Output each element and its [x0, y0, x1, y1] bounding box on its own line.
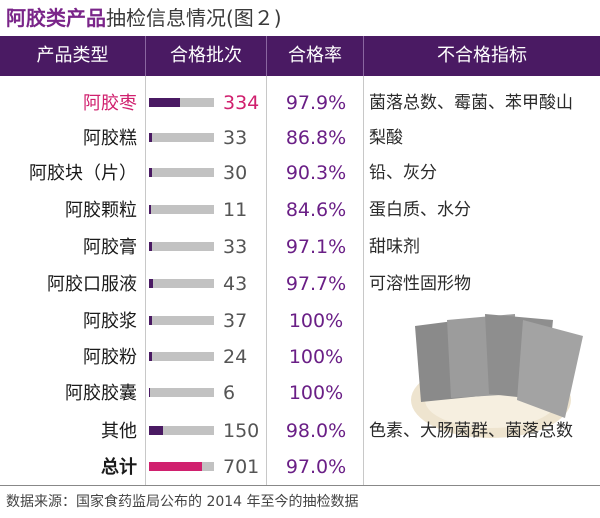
table-row: 阿胶粉 24 100% — [0, 340, 600, 375]
product-type-cell: 阿胶块（片） — [29, 163, 137, 184]
batch-bar — [149, 462, 214, 471]
batch-bar — [149, 133, 214, 142]
batch-bar-fill — [149, 205, 151, 214]
batch-count-cell: 30 — [223, 162, 248, 184]
table-row: 阿胶枣 334 97.9% 菌落总数、霉菌、苯甲酸山 — [0, 86, 600, 121]
header-divider — [363, 36, 364, 76]
batch-bar — [149, 388, 214, 397]
fail-indicator-cell: 梨酸 — [369, 128, 403, 148]
table-row: 阿胶块（片） 30 90.3% 铅、灰分 — [0, 156, 600, 191]
product-type-cell: 阿胶糕 — [83, 128, 137, 149]
table-row: 阿胶糕 33 86.8% 梨酸 — [0, 121, 600, 156]
header-pass-rate: 合格率 — [288, 45, 342, 66]
table-row: 其他 150 98.0% 色素、大肠菌群、菌落总数 — [0, 414, 600, 449]
ejiao-slices-illustration — [411, 314, 583, 438]
pass-rate-cell: 86.8% — [285, 127, 347, 149]
table-row: 阿胶颗粒 11 84.6% 蛋白质、水分 — [0, 193, 600, 228]
data-source-note: 数据来源：国家食药监局公布的 2014 年至今的抽检数据 — [6, 494, 359, 510]
batch-bar — [149, 426, 214, 435]
batch-count-cell: 150 — [223, 420, 260, 442]
title-figure-number: (图２) — [226, 6, 282, 30]
batch-count-cell: 24 — [223, 346, 248, 368]
page-title: 阿胶类产品抽检信息情况(图２) — [6, 4, 282, 32]
batch-bar-fill — [149, 388, 151, 397]
column-divider — [145, 76, 146, 486]
table-header: 产品类型 合格批次 合格率 不合格指标 — [0, 36, 600, 76]
column-divider — [266, 76, 267, 486]
batch-count-cell: 11 — [223, 199, 248, 221]
batch-bar-fill — [149, 168, 153, 177]
batch-count-cell: 33 — [223, 127, 248, 149]
table-row: 阿胶浆 37 100% — [0, 304, 600, 339]
pass-rate-cell: 90.3% — [285, 162, 347, 184]
product-type-cell: 阿胶粉 — [83, 347, 137, 368]
batch-bar-fill — [149, 426, 163, 435]
pass-rate-cell: 97.7% — [285, 273, 347, 295]
table-row: 阿胶胶囊 6 100% — [0, 376, 600, 411]
product-type-cell: 阿胶颗粒 — [65, 200, 137, 221]
pass-rate-cell: 97.0% — [285, 456, 347, 478]
batch-bar — [149, 98, 214, 107]
batch-bar — [149, 242, 214, 251]
pass-rate-cell: 97.9% — [285, 92, 347, 114]
batch-bar — [149, 168, 214, 177]
header-qualified-batches: 合格批次 — [170, 45, 242, 66]
fail-indicator-cell: 蛋白质、水分 — [369, 200, 471, 220]
product-type-cell: 阿胶浆 — [83, 311, 137, 332]
product-type-cell: 阿胶枣 — [83, 93, 137, 114]
product-type-cell: 阿胶膏 — [83, 237, 137, 258]
batch-count-cell: 701 — [223, 456, 260, 478]
pass-rate-cell: 97.1% — [285, 236, 347, 258]
table-row: 阿胶口服液 43 97.7% 可溶性固形物 — [0, 267, 600, 302]
column-divider — [363, 76, 364, 486]
batch-bar-fill — [149, 133, 153, 142]
pass-rate-cell: 100% — [288, 346, 344, 368]
batch-count-cell: 43 — [223, 273, 248, 295]
title-product-category: 阿胶类产品 — [6, 6, 106, 30]
header-product-type: 产品类型 — [36, 45, 109, 66]
fail-indicator-cell: 可溶性固形物 — [369, 274, 471, 294]
pass-rate-cell: 98.0% — [285, 420, 347, 442]
product-type-cell: 阿胶胶囊 — [65, 383, 137, 404]
header-divider — [145, 36, 146, 76]
batch-bar-fill — [149, 98, 181, 107]
batch-bar-fill — [149, 462, 203, 471]
batch-bar — [149, 352, 214, 361]
header-divider — [266, 36, 267, 76]
fail-indicator-cell: 甜味剂 — [369, 237, 420, 257]
product-type-cell: 阿胶口服液 — [47, 274, 137, 295]
batch-bar-fill — [149, 352, 152, 361]
batch-bar-fill — [149, 316, 153, 325]
pass-rate-cell: 84.6% — [285, 199, 347, 221]
batch-bar — [149, 279, 214, 288]
batch-count-cell: 6 — [223, 382, 236, 404]
table-row: 阿胶膏 33 97.1% 甜味剂 — [0, 230, 600, 265]
product-type-cell: 其他 — [101, 421, 137, 442]
title-inspection-info: 抽检信息情况 — [106, 6, 226, 30]
fail-indicator-cell: 菌落总数、霉菌、苯甲酸山 — [369, 93, 573, 113]
table-row-total: 总计 701 97.0% — [0, 450, 600, 485]
batch-bar-fill — [149, 279, 153, 288]
batch-count-cell: 334 — [223, 92, 260, 114]
batch-bar — [149, 205, 214, 214]
header-fail-indicators: 不合格指标 — [437, 45, 527, 66]
table-bottom-rule — [0, 485, 600, 486]
batch-bar — [149, 316, 214, 325]
batch-bar-fill — [149, 242, 153, 251]
batch-count-cell: 37 — [223, 310, 248, 332]
batch-count-cell: 33 — [223, 236, 248, 258]
pass-rate-cell: 100% — [288, 310, 344, 332]
fail-indicator-cell: 铅、灰分 — [369, 163, 437, 183]
fail-indicator-cell: 色素、大肠菌群、菌落总数 — [369, 421, 573, 441]
pass-rate-cell: 100% — [288, 382, 344, 404]
product-type-cell: 总计 — [101, 457, 137, 478]
